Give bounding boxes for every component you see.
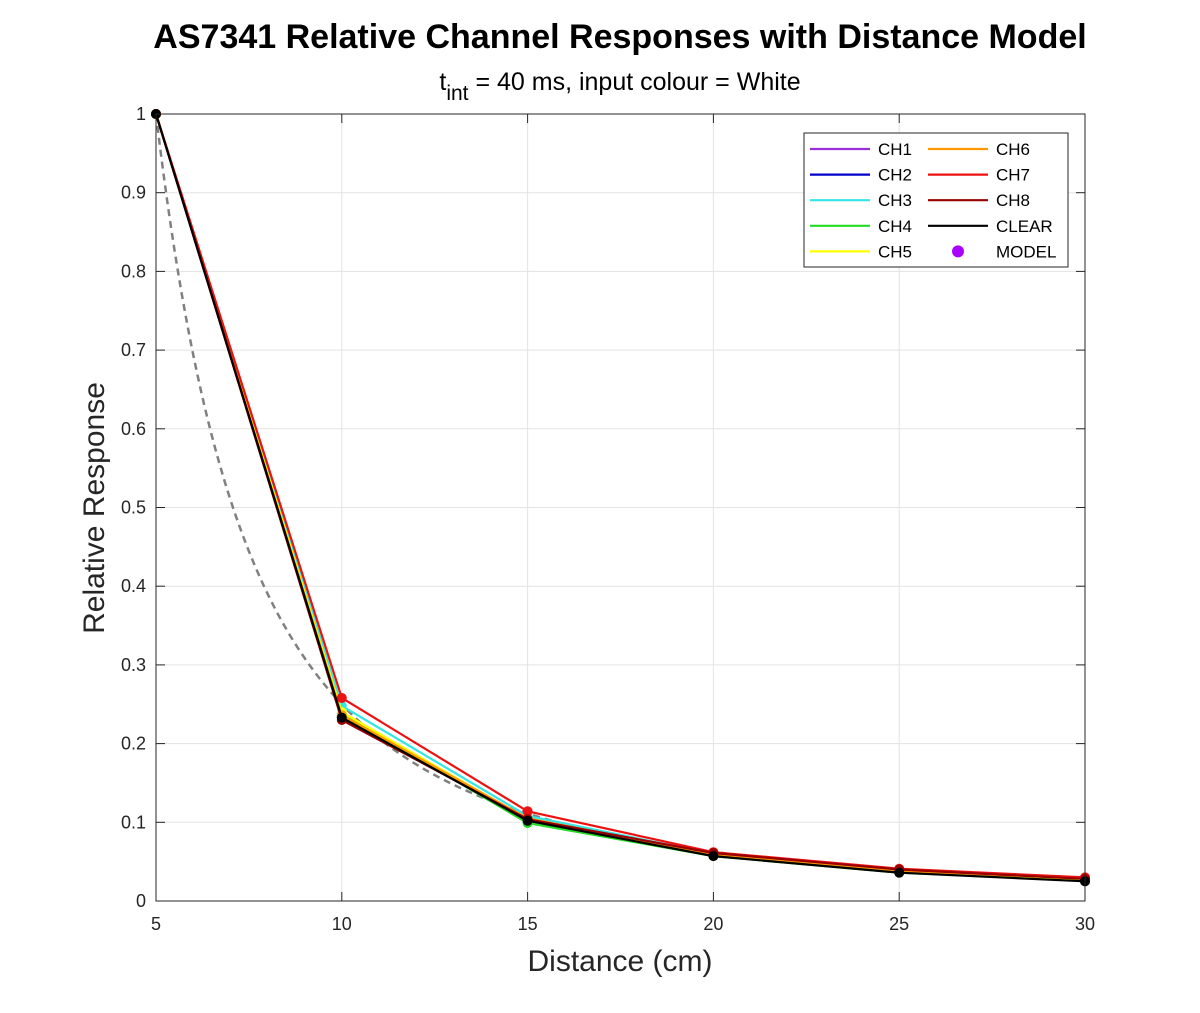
legend-swatch-model — [952, 245, 964, 258]
x-axis-label: Distance (cm) — [527, 945, 712, 978]
data-point-ch7 — [522, 806, 533, 817]
x-tick-label: 25 — [889, 914, 909, 934]
legend-label-ch5: CH5 — [878, 242, 912, 261]
y-tick-label: 0.4 — [121, 576, 146, 596]
subtitle-prefix: t — [439, 68, 446, 96]
x-tick-label: 15 — [518, 914, 538, 934]
x-tick-label: 10 — [332, 914, 352, 934]
data-point-clear — [708, 851, 719, 862]
y-tick-label: 0 — [136, 891, 146, 911]
legend-label-ch1: CH1 — [878, 140, 912, 159]
y-tick-label: 0.9 — [121, 183, 146, 203]
x-tick-label: 5 — [151, 914, 161, 934]
legend-label-ch4: CH4 — [878, 217, 912, 236]
x-tick-label: 30 — [1075, 914, 1095, 934]
data-point-clear — [522, 815, 533, 826]
legend-label-ch6: CH6 — [996, 140, 1030, 159]
axes: 5 10 15 20 25 30 0 0.1 0.2 0.3 0.4 0.5 0.6 0.7 0.8 0.9 1 — [121, 104, 1095, 934]
legend: CH1 CH2 CH3 CH4 CH5 CH6 CH7 CH8 CLEAR MODEL — [803, 132, 1069, 268]
legend-label-ch7: CH7 — [996, 166, 1030, 185]
data-point-ch7 — [336, 692, 347, 703]
y-tick-label: 0.3 — [121, 655, 146, 675]
legend-label-ch8: CH8 — [996, 191, 1030, 210]
y-tick-label: 0.6 — [121, 419, 146, 439]
y-tick-label: 0.2 — [121, 734, 146, 754]
subtitle-suffix: = 40 ms, input colour = White — [469, 68, 801, 96]
y-tick-label: 0.5 — [121, 498, 146, 518]
data-point-clear — [336, 712, 347, 723]
legend-label-clear: CLEAR — [996, 217, 1053, 236]
y-tick-label: 0.8 — [121, 261, 146, 281]
series-line-clear — [154, 113, 1086, 883]
subtitle-subscript: int — [446, 82, 468, 105]
y-tick-label: 0.7 — [121, 340, 146, 360]
legend-label-model: MODEL — [996, 242, 1056, 261]
chart-title: AS7341 Relative Channel Responses with D… — [153, 18, 1086, 56]
data-point-clear — [894, 867, 905, 878]
y-axis-label: Relative Response — [78, 382, 111, 634]
chart-subtitle: tint = 40 ms, input colour = White — [439, 68, 800, 105]
x-tick-label: 20 — [703, 914, 723, 934]
legend-label-ch3: CH3 — [878, 191, 912, 210]
y-tick-label: 0.1 — [121, 812, 146, 832]
series-layer — [151, 109, 1090, 887]
legend-label-ch2: CH2 — [878, 166, 912, 185]
y-tick-label: 1 — [136, 104, 146, 124]
